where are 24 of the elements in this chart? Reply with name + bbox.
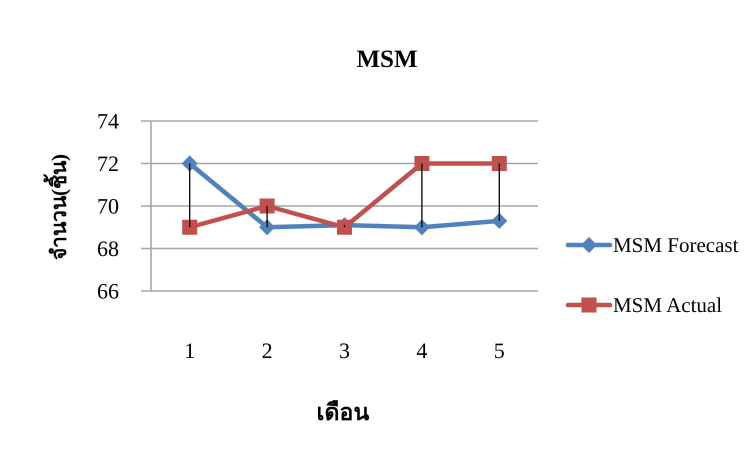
point	[492, 156, 507, 171]
point	[337, 220, 352, 235]
legend-label: MSM Actual	[613, 293, 722, 317]
point	[182, 156, 198, 172]
y-tick-label: 68	[97, 236, 119, 261]
point	[414, 219, 430, 236]
x-axis-title: เดือน	[316, 400, 370, 425]
point	[414, 156, 430, 171]
chart-title: MSM	[356, 46, 418, 73]
point	[182, 220, 198, 235]
y-tick-label: 72	[97, 151, 119, 176]
y-tick-label: 70	[97, 194, 119, 218]
x-tick-label: 5	[494, 338, 505, 363]
y-axis-title: จำนวน(ชิ้น)	[43, 154, 71, 260]
point	[259, 219, 276, 236]
x-tick-label: 1	[184, 338, 196, 363]
x-tick-label: 2	[262, 338, 273, 363]
x-tick-label: 4	[416, 338, 428, 363]
x-tick-label: 3	[339, 338, 350, 363]
point	[491, 212, 508, 229]
point	[260, 198, 275, 214]
y-tick-label: 66	[97, 278, 119, 304]
legend-label: MSM Forecast	[613, 233, 739, 257]
y-tick-label: 74	[97, 108, 119, 134]
